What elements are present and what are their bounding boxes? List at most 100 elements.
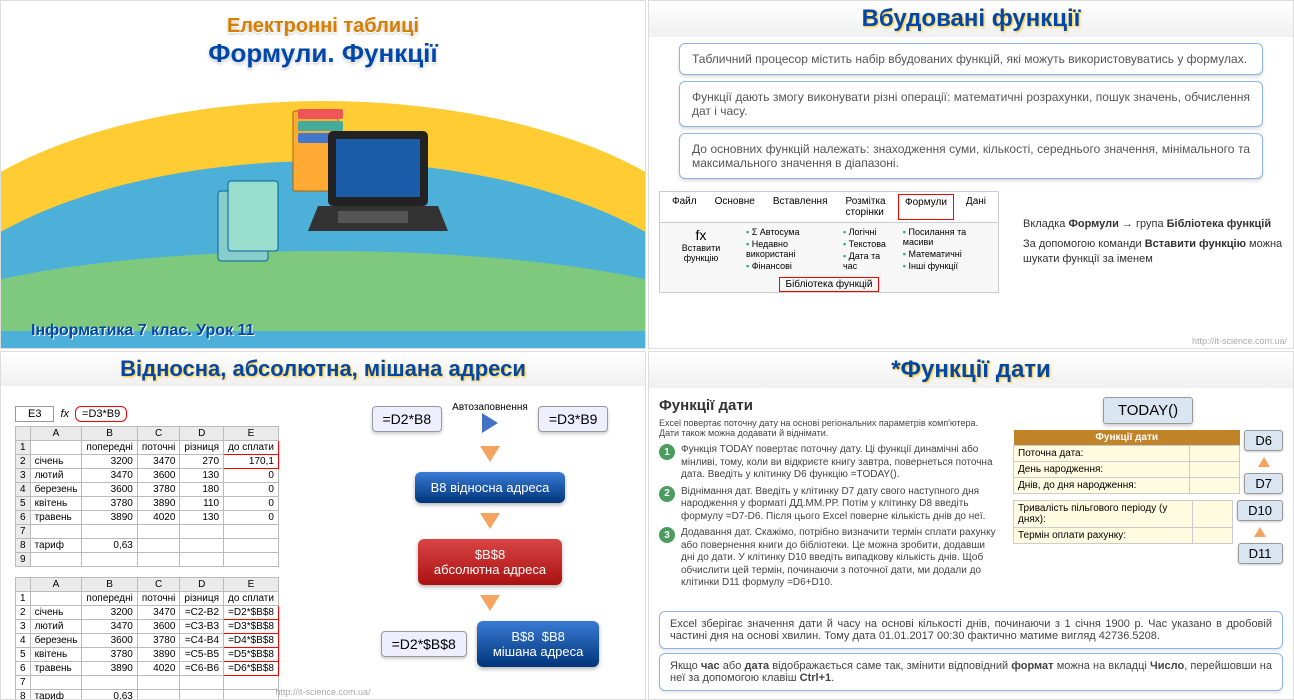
cell xyxy=(82,553,137,567)
cell: до сплати xyxy=(224,441,279,455)
cell xyxy=(82,676,137,690)
cell: квітень xyxy=(30,648,82,662)
date-mini-table-1: Функції датиПоточна дата:День народження… xyxy=(1013,430,1240,494)
cell: 7 xyxy=(16,676,31,690)
panel-title-slide: Електронні таблиці Формули. Функції Інфо… xyxy=(0,0,646,349)
col-header: C xyxy=(137,427,180,441)
step-num-1: 1 xyxy=(659,444,675,460)
formula-d3b9: =D3*B9 xyxy=(538,406,609,432)
info-box-3: До основних функцій належать: знаходженн… xyxy=(679,133,1263,179)
cell: різниця xyxy=(180,592,224,606)
relative-address-box: B8 відносна адреса xyxy=(415,472,566,503)
cell: 3200 xyxy=(82,455,137,469)
ribbon-item[interactable]: Логічні xyxy=(843,227,893,237)
tag-d10: D10 xyxy=(1237,500,1283,521)
cell: 3470 xyxy=(137,455,180,469)
insert-function[interactable]: Вставити функцію xyxy=(666,243,736,263)
cell: тариф xyxy=(30,539,82,553)
panel2-title: Вбудовані функції xyxy=(649,1,1293,37)
cell xyxy=(1190,446,1240,462)
subtitle: Інформатика 7 клас. Урок 11 xyxy=(31,322,254,340)
cell xyxy=(30,553,82,567)
ribbon-item[interactable]: Інші функції xyxy=(903,261,992,271)
cell xyxy=(30,592,82,606)
cell xyxy=(224,525,279,539)
cell: попередні xyxy=(82,592,137,606)
arrow-icon xyxy=(482,413,498,433)
cell: 0 xyxy=(224,469,279,483)
formula-abs-bottom: =D2*$B$8 xyxy=(381,631,467,657)
cell: березень xyxy=(30,483,82,497)
cell xyxy=(30,441,82,455)
ribbon-item[interactable]: Фінансові xyxy=(746,261,833,271)
mixed-address-box: B$8 $B8мішана адреса xyxy=(477,621,600,667)
ribbon-tab[interactable]: Вставлення xyxy=(767,194,834,220)
cell: лютий xyxy=(30,620,82,634)
ribbon-item[interactable]: Математичні xyxy=(903,249,992,259)
cell: травень xyxy=(30,511,82,525)
col-header: A xyxy=(30,427,82,441)
arrow-down-icon xyxy=(480,446,500,462)
cell: 3780 xyxy=(137,483,180,497)
step-num-3: 3 xyxy=(659,527,675,543)
tag-d7: D7 xyxy=(1244,473,1283,494)
date-subtext: Excel повертає поточну дату на основі ре… xyxy=(659,418,999,438)
panel-date-functions: *Функції дати Функції дати Excel поверта… xyxy=(648,351,1294,700)
cell xyxy=(137,539,180,553)
cell: січень xyxy=(30,455,82,469)
cell: 3 xyxy=(16,469,31,483)
cell: 1 xyxy=(16,441,31,455)
step-3: Додавання дат. Скажімо, потрібно визначи… xyxy=(681,527,999,590)
ribbon-explanation: Вкладка Формули → група Бібліотека функц… xyxy=(1023,211,1283,272)
ribbon-item[interactable]: Дата та час xyxy=(843,251,893,271)
cell: =D2*$B$8 xyxy=(224,606,279,620)
cell: січень xyxy=(30,606,82,620)
cell: 0 xyxy=(224,497,279,511)
cell: 8 xyxy=(16,690,31,700)
step-2: Віднімання дат. Введіть у клітинку D7 да… xyxy=(681,486,999,524)
cell: 5 xyxy=(16,648,31,662)
cell: 3780 xyxy=(82,648,137,662)
cell: =C6-B6 xyxy=(180,662,224,676)
cell: квітень xyxy=(30,497,82,511)
cell: =D3*$B$8 xyxy=(224,620,279,634)
cell: 3470 xyxy=(82,620,137,634)
ribbon-item[interactable]: Недавно використані xyxy=(746,239,833,259)
panel-addresses: Відносна, абсолютна, мішана адреси E3 fx… xyxy=(0,351,646,700)
ribbon-tab[interactable]: Дані xyxy=(960,194,992,220)
arrow-up-icon xyxy=(1254,527,1266,537)
cell: 130 xyxy=(180,469,224,483)
cell: попередні xyxy=(82,441,137,455)
ribbon-tab[interactable]: Розмітка сторінки xyxy=(840,194,893,220)
cell: D xyxy=(180,578,224,592)
ribbon-item[interactable]: Посилання та масиви xyxy=(903,227,992,247)
cell: B xyxy=(82,578,137,592)
cell: E xyxy=(224,578,279,592)
note-1: Excel зберігає значення дати й часу на о… xyxy=(659,611,1283,649)
excel-table-1: ABCDE1попередніпоточнірізницядо сплати2с… xyxy=(15,426,279,567)
ribbon-item[interactable]: Текстова xyxy=(843,239,893,249)
step-num-2: 2 xyxy=(659,486,675,502)
formula-d2b8: =D2*B8 xyxy=(372,406,443,432)
cell: 3200 xyxy=(82,606,137,620)
ribbon-tab[interactable]: Формули xyxy=(898,194,954,220)
cell: C xyxy=(137,578,180,592)
panel-builtin-functions: Вбудовані функції Табличний процесор міс… xyxy=(648,0,1294,349)
ribbon-item[interactable]: Σ Автосума xyxy=(746,227,833,237)
cell: різниця xyxy=(180,441,224,455)
today-function-box: TODAY() xyxy=(1103,397,1193,424)
cell: 170,1 xyxy=(224,455,279,469)
cell: 2 xyxy=(16,455,31,469)
cell: 270 xyxy=(180,455,224,469)
cell: 4020 xyxy=(137,662,180,676)
excel-table-2: ABCDE1попередніпоточнірізницядо сплати2с… xyxy=(15,577,279,700)
cell xyxy=(1193,528,1233,544)
autofill-label: Автозаповнення xyxy=(452,402,528,413)
ribbon-tab[interactable]: Файл xyxy=(666,194,703,220)
title-line2: Формули. Функції xyxy=(1,38,645,69)
laptop-graphic xyxy=(198,101,448,281)
cell: День народження: xyxy=(1014,462,1190,478)
ribbon-tab[interactable]: Основне xyxy=(709,194,761,220)
cell: 3470 xyxy=(82,469,137,483)
footer-url: http://it-science.com.ua/ xyxy=(1186,334,1293,348)
